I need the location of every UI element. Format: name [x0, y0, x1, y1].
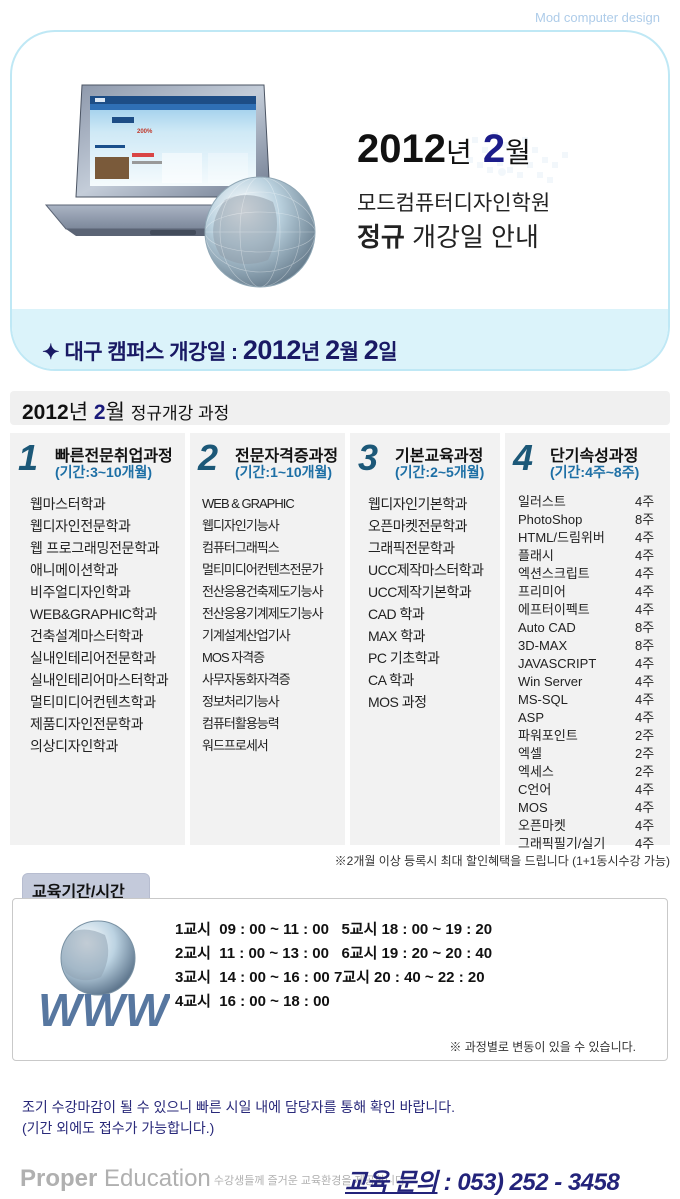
svg-text:200%: 200%	[137, 129, 153, 135]
svg-text:WWW: WWW	[38, 984, 170, 1036]
